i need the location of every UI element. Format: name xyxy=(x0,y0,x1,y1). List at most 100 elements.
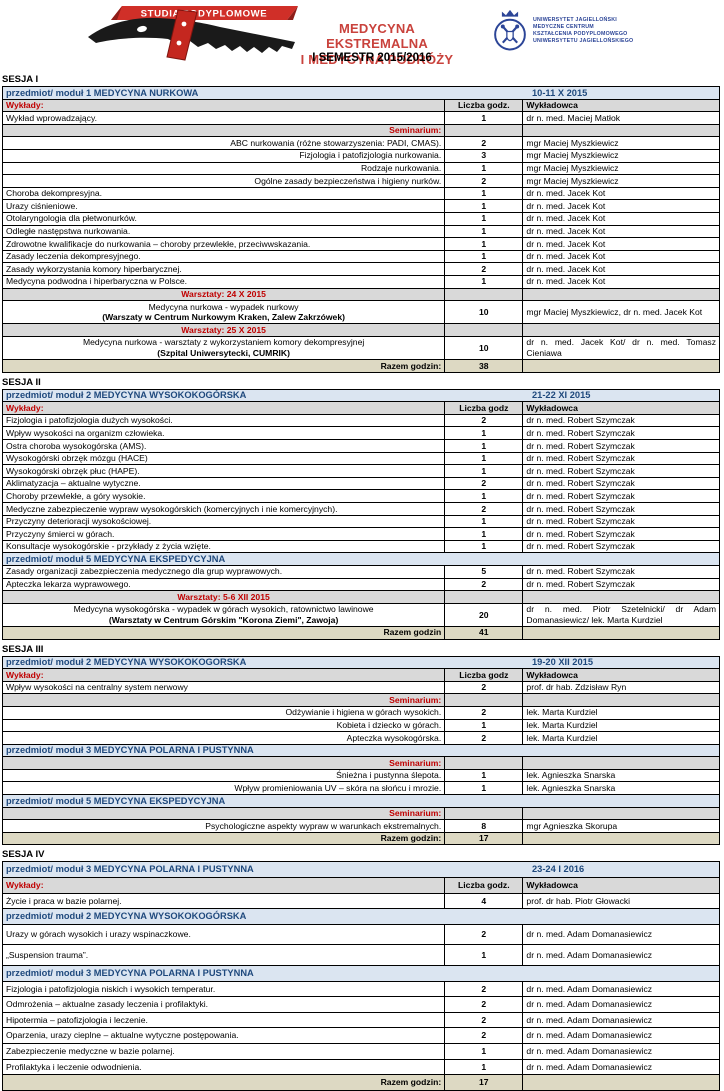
table-row: Wysokogórski obrzęk płuc (HAPE). 1 dr n. m… xyxy=(1,464,720,478)
lecturer-cell: dr n. med. Jacek Kot xyxy=(522,274,720,289)
table-row: Choroba dekompresyjna. 1 dr n. med. Jacek … xyxy=(1,186,720,201)
topic-cell: Rodzaje nurkowania. xyxy=(1,161,446,176)
table-row: Apteczka wysokogórska. 2 lek. Marta Kurdzi… xyxy=(1,731,720,745)
column-header-hours: Liczba godz. xyxy=(444,98,524,113)
module-date: 23-24 I 2016 xyxy=(532,864,585,875)
table-row: Wykłady: Liczba godz Wykładowca xyxy=(1,401,720,415)
lecturer-cell: dr n. med. Adam Domanasiewicz xyxy=(522,923,720,946)
topic-cell: Śnieżna i pustynna ślepota. xyxy=(1,768,446,783)
section-subheader: Warsztaty: 24 X 2015 xyxy=(1,287,446,302)
topic-cell: Apteczka wysokogórska. xyxy=(1,731,446,745)
lecturer-cell: dr n. med. Jacek Kot xyxy=(522,224,720,239)
hours-cell: 1 xyxy=(444,211,524,226)
table-row: ABC nurkowania (różne stowarzyszenia: PA… xyxy=(1,136,720,150)
topic-cell: Profilaktyka i leczenie odwodnienia. xyxy=(1,1058,446,1076)
section-subheader-empty xyxy=(444,590,524,604)
hours-cell: 1 xyxy=(444,249,524,264)
hours-cell: 10 xyxy=(444,300,524,325)
table-row: Przyczyny deterioracji wysokościowej. 1 dr… xyxy=(1,514,720,529)
total-label-cell: Razem godzin: xyxy=(1,359,446,373)
document-page: STUDIA PODYPLOMOWE MEDYCYNA EKSTREMALNA … xyxy=(1,6,720,1091)
topic-cell: Zabezpieczenie medyczne w bazie polarnej… xyxy=(1,1042,446,1060)
lecturer-cell: dr n. med. Jacek Kot xyxy=(522,186,720,201)
hours-cell: 1 xyxy=(444,186,524,201)
lecturer-cell: mgr Maciej Myszkiewicz xyxy=(522,161,720,176)
workshop-location: (Warsztaty w Centrum Górskim "Korona Zie… xyxy=(108,614,339,625)
hours-cell: 20 xyxy=(444,602,524,627)
topic-cell: Odmrożenia – aktualne zasady leczenia i … xyxy=(1,996,446,1013)
hours-cell: 2 xyxy=(444,731,524,745)
hours-cell: 1 xyxy=(444,199,524,213)
university-logo-line: UNIWERSYTETU JAGIELLOŃSKIEGO xyxy=(533,38,634,45)
topic-cell: Odżywianie i higiena w górach wysokich. xyxy=(1,705,446,720)
session-table: przedmiot/ moduł 3 MEDYCYNA POLARNA I PU… xyxy=(1,861,720,1091)
ice-axe-logo-icon: STUDIA PODYPLOMOWE xyxy=(88,6,298,61)
module-title: przedmiot/ moduł 2 MEDYCYNA WYSOKOKOGORS… xyxy=(6,657,247,668)
table-row: Aklimatyzacja – aktualne wytyczne. 2 dr n.… xyxy=(1,476,720,491)
hours-cell: 1 xyxy=(444,237,524,251)
table-row: przedmiot/ moduł 3 MEDYCYNA POLARNA I PU… xyxy=(2,743,720,758)
total-empty-cell xyxy=(522,831,720,846)
hours-cell: 1 xyxy=(444,489,524,503)
lecturer-cell: lek. Marta Kurdziel xyxy=(522,705,720,720)
hours-cell: 2 xyxy=(444,705,524,720)
table-row: Zasady leczenia dekompresyjnego. 1 dr n. m… xyxy=(1,249,720,264)
table-row: Odmrożenia – aktualne zasady leczenia i … xyxy=(1,996,720,1013)
module-title: przedmiot/ moduł 5 MEDYCYNA EKSPEDYCYJNA xyxy=(6,795,226,806)
lecturer-cell: dr n. med. Adam Domanasiewicz xyxy=(522,1011,720,1029)
hours-cell: 1 xyxy=(444,514,524,529)
column-header-type: Wykłady: xyxy=(1,98,446,113)
workshop-topic-cell: Medycyna wysokogórska - wypadek w górach… xyxy=(1,602,446,627)
column-header-hours: Liczba godz. xyxy=(444,877,524,894)
lecturer-cell: lek. Agnieszka Snarska xyxy=(522,781,720,796)
lecturer-cell: dr n. med. Robert Szymczak xyxy=(522,577,720,592)
lecturer-cell: dr n. med. Robert Szymczak xyxy=(522,476,720,491)
column-header-lecturer: Wykładowca xyxy=(522,98,720,113)
lecturer-cell: dr n. med. Piotr Szetelnicki/ dr Adam Do… xyxy=(522,602,720,627)
lecturer-cell: dr n. med. Robert Szymczak xyxy=(522,502,720,516)
hours-cell: 3 xyxy=(444,148,524,163)
topic-cell: Medycyna podwodna i hiperbaryczna w Pols… xyxy=(1,274,446,289)
table-row: Medycyna wysokogórska - wypadek w górach… xyxy=(1,602,720,627)
column-header-lecturer: Wykładowca xyxy=(522,877,720,894)
module-title: przedmiot/ moduł 2 MEDYCYNA WYSOKOKOGÓRS… xyxy=(6,911,247,922)
table-row: Seminarium: xyxy=(1,693,720,707)
topic-cell: Wykład wprowadzający. xyxy=(1,111,446,125)
hours-cell: 5 xyxy=(444,564,524,579)
column-header-lecturer: Wykładowca xyxy=(522,668,720,682)
hours-cell: 2 xyxy=(444,136,524,150)
lecturer-cell: lek. Marta Kurdziel xyxy=(522,731,720,745)
module-title: przedmiot/ moduł 5 MEDYCYNA EKSPEDYCYJNA xyxy=(6,553,226,564)
table-row: Medycyna nurkowa - wypadek nurkowy (Warsz… xyxy=(1,300,720,325)
section-subheader-empty xyxy=(444,806,524,821)
table-row: Ostra choroba wysokogórska (AMS). 1 dr n. … xyxy=(1,439,720,453)
university-logo-text: UNIWERSYTET JAGIELLOŃSKI MEDYCZNE CENTRU… xyxy=(533,17,633,46)
topic-cell: Wysokogórski obrzęk płuc (HAPE). xyxy=(1,464,446,478)
table-row: Medyczne zabezpieczenie wypraw wysokogór… xyxy=(1,502,720,516)
table-row: Zasady organizacji zabezpieczenia medycz… xyxy=(1,564,720,579)
workshop-location: (Warszaty w Centrum Nurkowym Kraken, Zal… xyxy=(102,312,345,323)
hours-cell: 2 xyxy=(444,174,524,188)
hours-cell: 1 xyxy=(444,539,524,554)
hours-cell: 4 xyxy=(444,892,524,910)
section-subheader: Warsztaty: 5-6 XII 2015 xyxy=(1,590,446,604)
program-title: MEDYCYNA EKSTREMALNA I MEDYCYNA PODRÓŻY xyxy=(288,21,466,67)
hours-cell: 2 xyxy=(444,1011,524,1029)
total-empty-cell xyxy=(522,1074,720,1091)
session-label: SESJA II xyxy=(2,376,41,388)
table-row: Wpływ wysokości na centralny system nerw… xyxy=(1,680,720,695)
topic-cell: Zdrowotne kwalifikacje do nurkowania – c… xyxy=(1,237,446,251)
hours-cell: 1 xyxy=(444,224,524,239)
module-title: przedmiot/ moduł 3 MEDYCYNA POLARNA I PU… xyxy=(6,745,254,756)
lecturer-cell: dr n. med. Jacek Kot xyxy=(522,211,720,226)
topic-cell: Odległe następstwa nurkowania. xyxy=(1,224,446,239)
topic-cell: Zasady wykorzystania komory hiperbaryczn… xyxy=(1,262,446,276)
hours-cell: 1 xyxy=(444,111,524,125)
workshop-title: Medycyna wysokogórska - wypadek w górach… xyxy=(73,604,374,615)
table-row: Warsztaty: 25 X 2015 xyxy=(1,323,720,337)
topic-cell: Aklimatyzacja – aktualne wytyczne. xyxy=(1,476,446,491)
topic-cell: Życie i praca w bazie polarnej. xyxy=(1,892,446,910)
table-row: Przyczyny śmierci w górach. 1 dr n. med. R… xyxy=(1,527,720,541)
lecturer-cell: mgr Agnieszka Skorupa xyxy=(522,819,720,833)
topic-cell: Kobieta i dziecko w górach. xyxy=(1,718,446,733)
